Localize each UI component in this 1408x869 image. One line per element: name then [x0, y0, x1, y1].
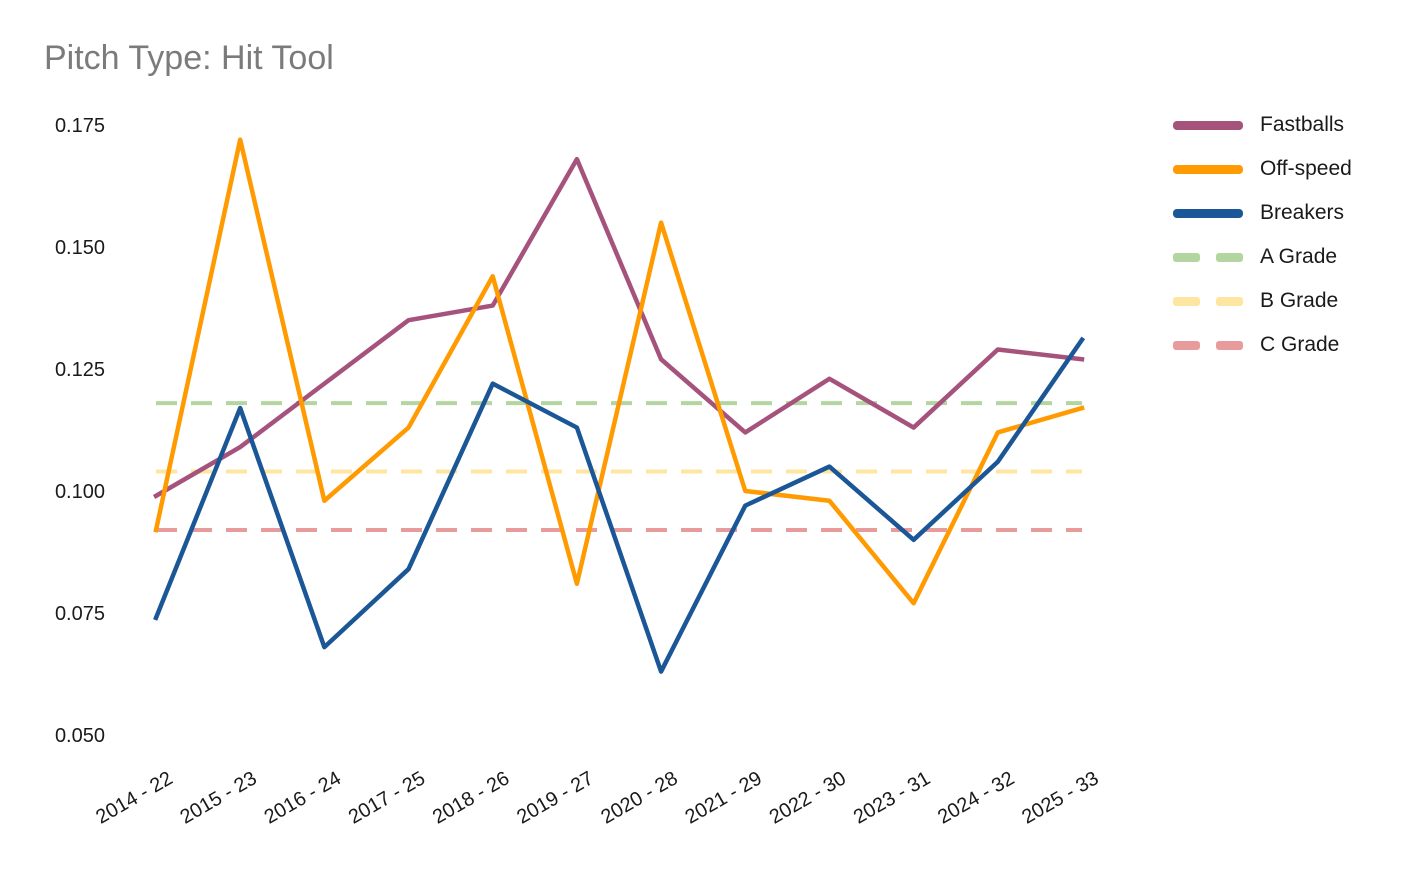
x-tick-label: 2025 - 33 — [1018, 767, 1102, 828]
legend-item-fastballs: Fastballs — [1173, 103, 1403, 147]
y-tick-label: 0.175 — [55, 115, 105, 137]
legend-swatch-fastballs-line — [1173, 120, 1243, 130]
y-tick-label: 0.075 — [55, 603, 105, 625]
legend-item-c-grade: C Grade — [1173, 323, 1403, 367]
x-tick-label: 2016 - 24 — [261, 767, 345, 828]
series-line-breakers — [153, 336, 1086, 674]
legend-swatch-offspeed-line — [1173, 164, 1243, 174]
y-tick-label: 0.050 — [55, 725, 105, 747]
legend-label-b-grade: B Grade — [1260, 289, 1339, 312]
x-tick-label: 2022 - 30 — [766, 767, 850, 828]
legend-item-offspeed: Off-speed — [1173, 147, 1403, 191]
x-tick-label: 2017 - 25 — [345, 767, 429, 828]
legend-swatch-breakers-line — [1173, 208, 1243, 218]
legend-swatch-a-grade-dashes — [1173, 252, 1243, 262]
legend-label-c-grade: C Grade — [1260, 333, 1340, 356]
y-tick-label: 0.150 — [55, 237, 105, 259]
x-axis-tick-labels: 2014 - 22 2015 - 23 2016 - 24 2017 - 25 2018… — [92, 767, 1102, 828]
legend-item-breakers: Breakers — [1173, 191, 1403, 235]
x-tick-label: 2019 - 27 — [513, 767, 597, 828]
legend-label-fastballs: Fastballs — [1260, 113, 1345, 136]
legend-swatch-c-grade-dashes — [1173, 340, 1243, 350]
series-line-fastballs — [152, 156, 1085, 499]
x-tick-label: 2014 - 22 — [92, 767, 176, 828]
x-tick-label: 2021 - 29 — [682, 767, 766, 828]
y-tick-label: 0.125 — [55, 359, 105, 381]
legend-item-b-grade: B Grade — [1173, 279, 1403, 323]
legend-item-a-grade: A Grade — [1173, 235, 1403, 279]
legend: Fastballs Off-speed Breakers A Grade B G… — [1173, 103, 1403, 367]
chart-title: Pitch Type: Hit Tool — [44, 39, 334, 77]
y-tick-label: 0.100 — [55, 481, 105, 503]
legend-label-breakers: Breakers — [1260, 201, 1345, 224]
x-tick-label: 2018 - 26 — [429, 767, 513, 828]
x-tick-label: 2024 - 32 — [934, 767, 1018, 828]
legend-swatch-b-grade-dashes — [1173, 296, 1243, 306]
x-tick-label: 2020 - 28 — [597, 767, 681, 828]
x-tick-label: 2023 - 31 — [850, 767, 934, 828]
legend-label-offspeed: Off-speed — [1260, 157, 1352, 180]
series-line-off-speed — [153, 137, 1085, 606]
legend-label-a-grade: A Grade — [1260, 245, 1338, 268]
series-lines — [152, 137, 1086, 674]
x-tick-label: 2015 - 23 — [176, 767, 260, 828]
y-axis-tick-labels: 0.175 0.150 0.125 0.100 0.075 0.050 — [55, 115, 105, 747]
